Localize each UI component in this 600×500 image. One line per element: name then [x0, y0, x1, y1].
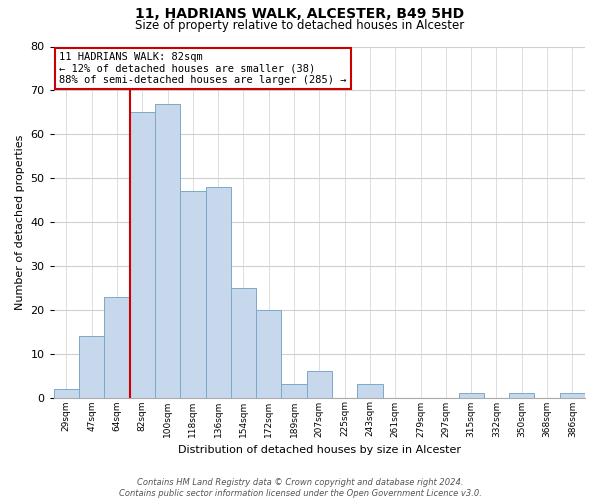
Bar: [79, 336, 104, 398]
Bar: [281, 384, 307, 398]
Bar: [509, 393, 535, 398]
Bar: [458, 393, 484, 398]
Bar: [206, 187, 231, 398]
Bar: [231, 288, 256, 398]
Bar: [560, 393, 585, 398]
X-axis label: Distribution of detached houses by size in Alcester: Distribution of detached houses by size …: [178, 445, 461, 455]
Bar: [155, 104, 180, 398]
Bar: [358, 384, 383, 398]
Text: Contains HM Land Registry data © Crown copyright and database right 2024.
Contai: Contains HM Land Registry data © Crown c…: [119, 478, 481, 498]
Bar: [130, 112, 155, 398]
Text: 11, HADRIANS WALK, ALCESTER, B49 5HD: 11, HADRIANS WALK, ALCESTER, B49 5HD: [136, 8, 464, 22]
Bar: [180, 192, 206, 398]
Text: 11 HADRIANS WALK: 82sqm
← 12% of detached houses are smaller (38)
88% of semi-de: 11 HADRIANS WALK: 82sqm ← 12% of detache…: [59, 52, 347, 85]
Bar: [256, 310, 281, 398]
Bar: [54, 388, 79, 398]
Bar: [307, 371, 332, 398]
Text: Size of property relative to detached houses in Alcester: Size of property relative to detached ho…: [136, 19, 464, 32]
Bar: [104, 296, 130, 398]
Y-axis label: Number of detached properties: Number of detached properties: [15, 134, 25, 310]
